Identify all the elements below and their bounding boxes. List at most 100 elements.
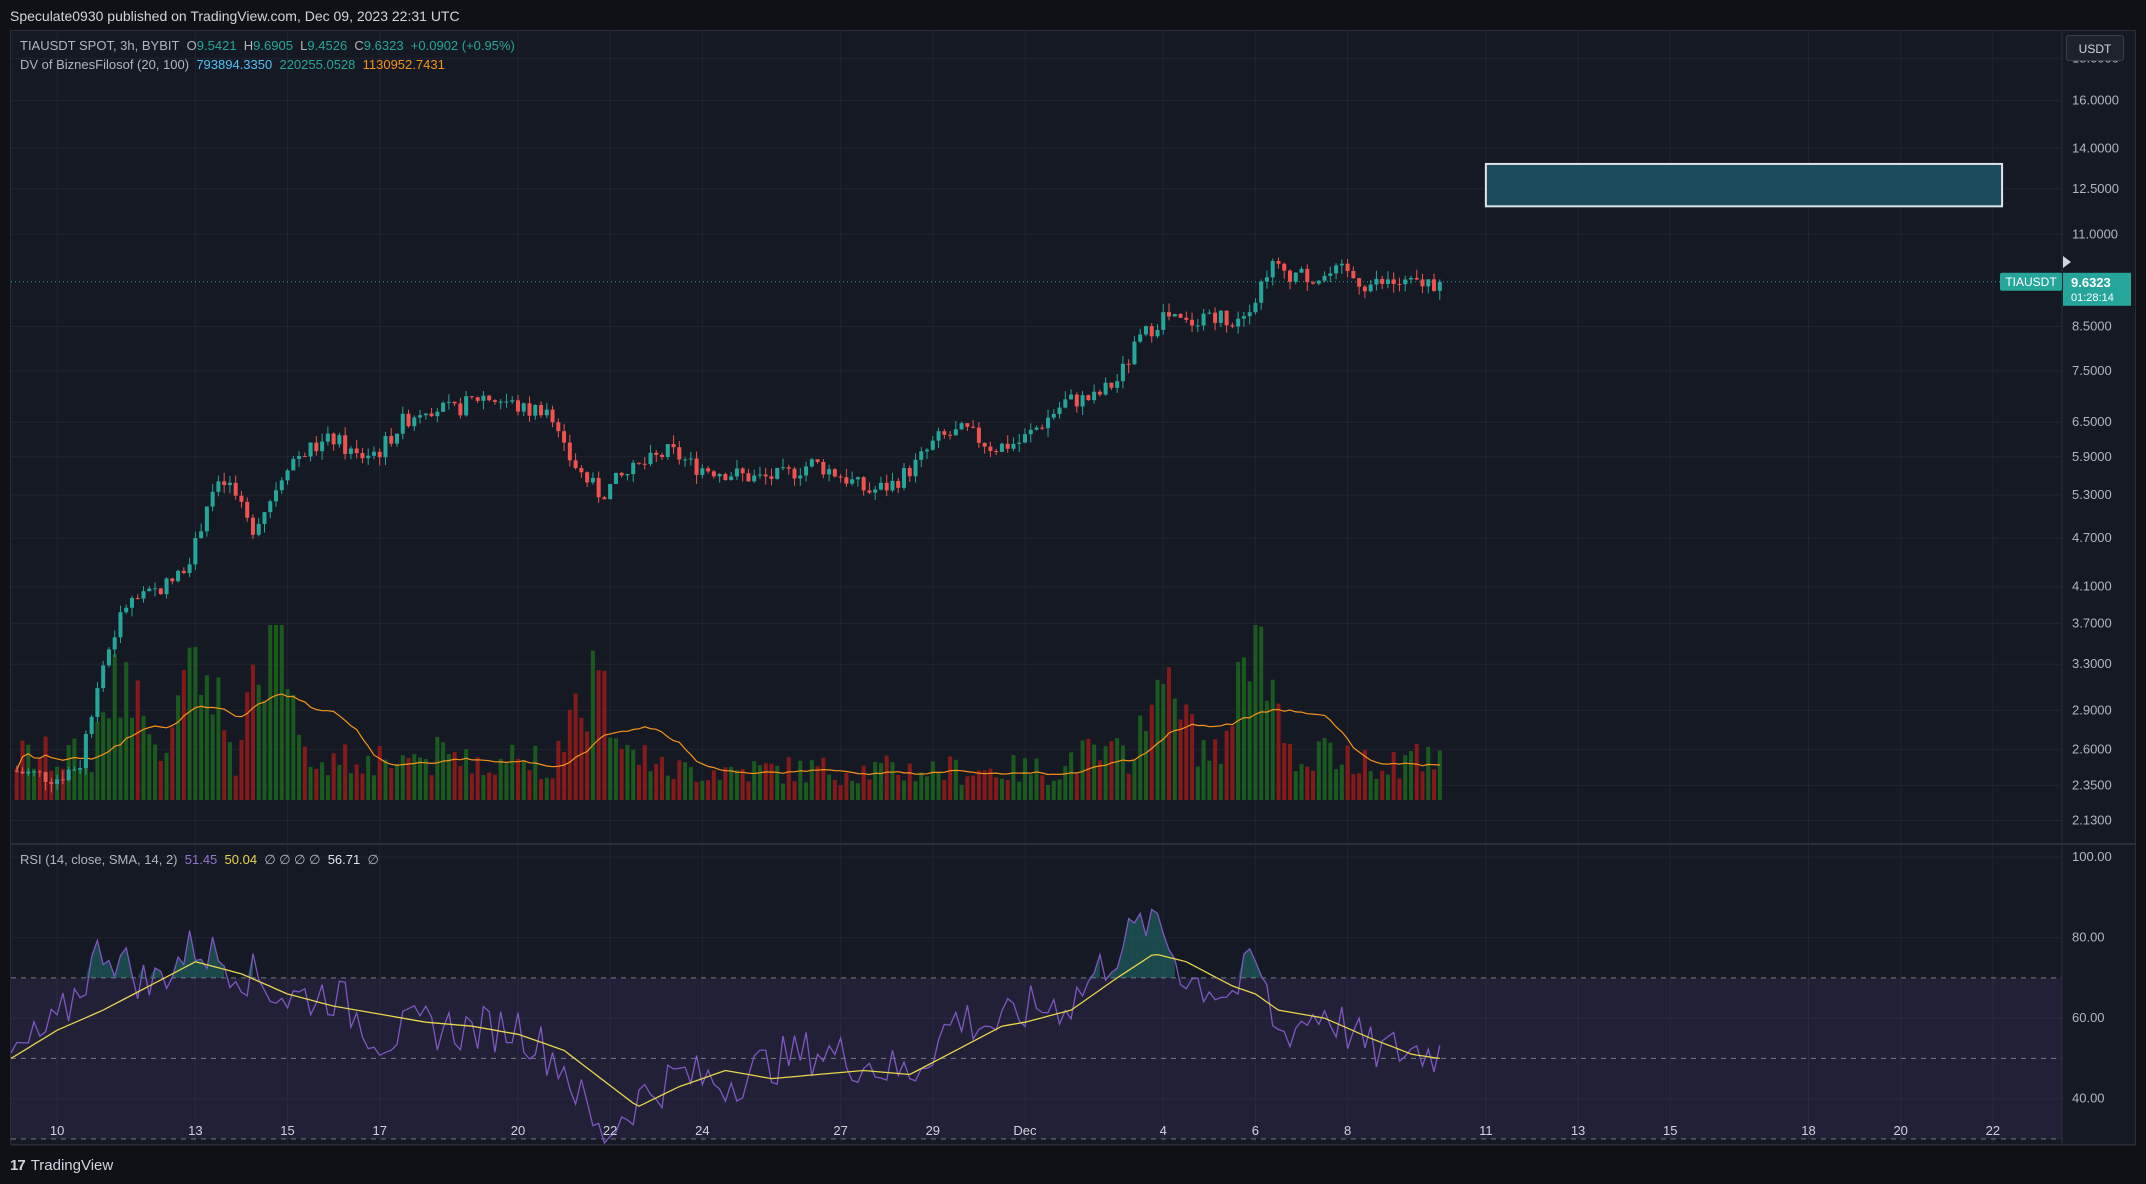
candle-body <box>1017 442 1022 444</box>
candle <box>1362 284 1367 299</box>
candle <box>965 423 970 432</box>
candle-body <box>1328 273 1333 276</box>
candle <box>1115 373 1120 393</box>
price-tick-label: 12.5000 <box>2072 181 2119 196</box>
volume-bar <box>1097 760 1102 800</box>
candle-body <box>539 405 544 416</box>
volume-bar <box>83 750 88 800</box>
candle-body <box>377 451 382 458</box>
dv-label[interactable]: DV of BiznesFilosof (20, 100) <box>20 57 190 72</box>
candle-body <box>717 473 722 477</box>
play-arrow-icon[interactable] <box>2063 256 2071 268</box>
candle <box>953 421 958 436</box>
open-label: O <box>186 38 197 53</box>
volume-bar <box>804 782 809 800</box>
candle-body <box>371 451 376 456</box>
candle-body <box>1213 312 1218 323</box>
volume-bar <box>936 772 941 800</box>
main-legend[interactable]: TIAUSDT SPOT, 3h, BYBIT O9.5421 H9.6905 … <box>20 37 515 55</box>
candle-body <box>1074 394 1079 407</box>
volume-bar <box>1230 726 1235 800</box>
rsi-overbought-fill <box>120 947 127 978</box>
dv-legend[interactable]: DV of BiznesFilosof (20, 100) 793894.335… <box>20 56 445 74</box>
candle-body <box>775 467 780 479</box>
volume-bar <box>366 755 371 800</box>
candle-body <box>734 468 739 477</box>
volume-bar <box>660 757 665 800</box>
x-tick-label: 24 <box>695 1123 709 1138</box>
volume-bar <box>452 752 457 800</box>
volume-bar <box>930 761 935 800</box>
volume-bar <box>1155 679 1160 800</box>
rsi-tick-label: 100.00 <box>2072 849 2112 864</box>
candle-body <box>1236 318 1241 327</box>
volume-bar <box>665 775 670 800</box>
candle-body <box>124 607 129 613</box>
candle-body <box>515 400 521 412</box>
candle-body <box>1063 399 1068 408</box>
candle-body <box>1022 434 1027 443</box>
candle-body <box>827 469 832 475</box>
candle-body <box>176 570 181 582</box>
candle-body <box>469 396 474 398</box>
candle <box>613 472 618 485</box>
candle <box>838 474 843 483</box>
candle <box>377 448 382 466</box>
candle <box>729 471 734 481</box>
candle <box>153 582 158 597</box>
rsi-legend[interactable]: RSI (14, close, SMA, 14, 2) 51.45 50.04 … <box>20 851 379 869</box>
candle-body <box>14 770 19 772</box>
rsi-label[interactable]: RSI (14, close, SMA, 14, 2) <box>20 852 178 867</box>
symbol-label[interactable]: TIAUSDT SPOT, 3h, BYBIT <box>20 38 180 53</box>
candle-body <box>1374 278 1379 285</box>
volume-bar <box>1022 758 1027 800</box>
candle-body <box>320 441 325 452</box>
candle-body <box>1046 417 1051 429</box>
candle <box>469 396 474 400</box>
candle <box>763 467 768 485</box>
price-tick-label: 4.7000 <box>2072 530 2112 545</box>
candle <box>475 396 480 404</box>
volume-bar <box>988 768 993 800</box>
volume-bar <box>1287 743 1293 800</box>
candle <box>481 391 486 410</box>
volume-bar <box>158 760 163 800</box>
volume-bar <box>533 745 538 800</box>
volume-bar <box>907 763 912 800</box>
chart-frame[interactable] <box>10 30 2136 1145</box>
candle <box>279 477 284 494</box>
volume-bar <box>1017 781 1022 800</box>
candle <box>1357 277 1362 295</box>
volume-bar <box>999 778 1004 800</box>
candle <box>262 511 267 533</box>
tradingview-logo-icon[interactable]: 17 <box>10 1156 26 1174</box>
candle <box>291 455 296 471</box>
resistance-zone[interactable] <box>1484 162 2004 208</box>
candle-body <box>907 468 912 477</box>
candle <box>948 431 953 440</box>
volume-bar <box>1385 774 1390 800</box>
currency-button[interactable]: USDT <box>2066 35 2124 61</box>
volume-bar <box>1322 737 1327 800</box>
candle-body <box>953 429 958 436</box>
candle-body <box>971 426 976 428</box>
candle-body <box>435 411 440 417</box>
candle <box>1270 258 1275 286</box>
candle <box>383 431 388 466</box>
candle <box>89 714 94 739</box>
candle <box>717 473 722 483</box>
volume-bar <box>1339 764 1344 800</box>
volume-bar <box>1172 698 1177 800</box>
grid-lines <box>11 30 2062 1143</box>
candle-body <box>1109 382 1114 388</box>
rsi-line <box>10 908 1441 1145</box>
x-tick-label: 13 <box>188 1123 202 1138</box>
candle-body <box>55 779 60 784</box>
x-tick-label: 20 <box>1893 1123 1907 1138</box>
candle-body <box>1322 275 1327 281</box>
candle-body <box>1149 326 1154 337</box>
volume-bar <box>780 783 786 800</box>
candle-body <box>291 458 296 471</box>
candle <box>579 465 584 478</box>
